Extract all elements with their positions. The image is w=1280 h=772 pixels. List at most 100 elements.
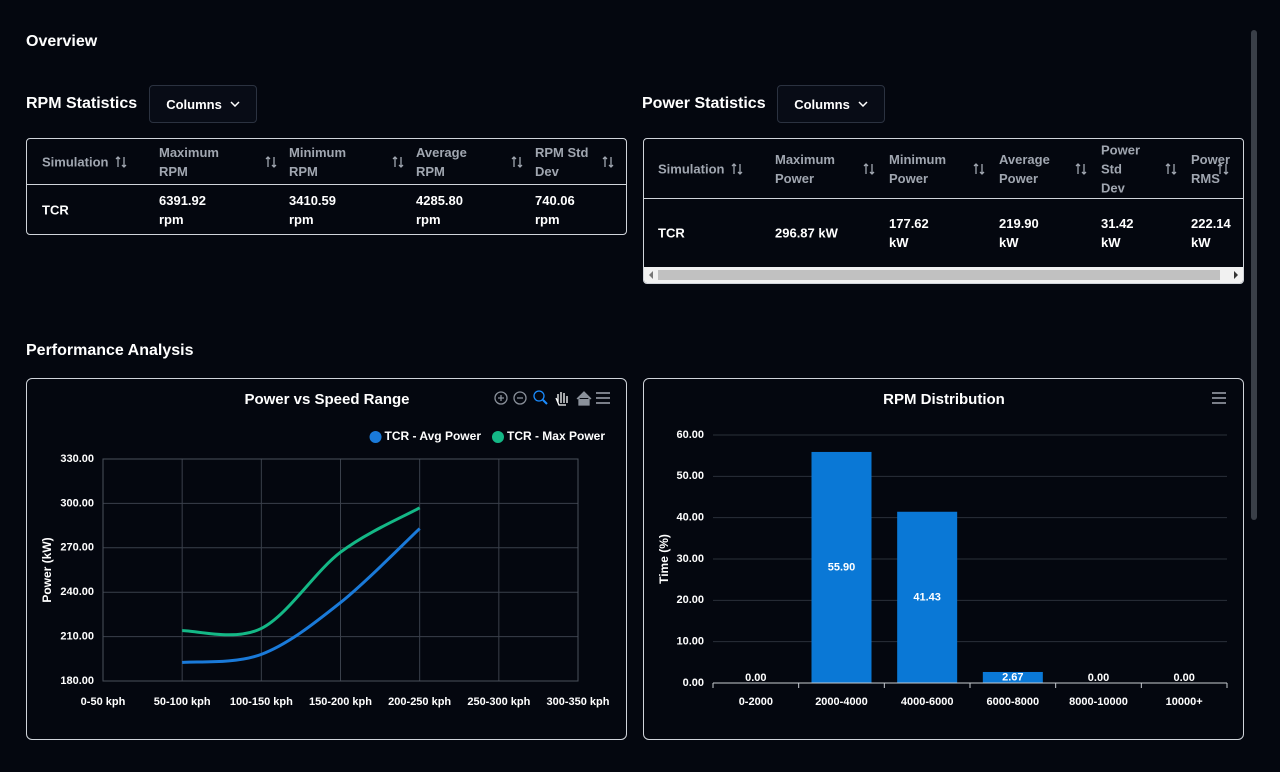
- column-header: Minimum Power: [889, 152, 947, 186]
- chart-panel: Power vs Speed Range 180.00 210.00 240.00 27…: [26, 378, 627, 740]
- y-axis-title: Power (kW): [40, 537, 54, 602]
- x-tick-label: 0-2000: [739, 696, 773, 708]
- y-tick-label: 0.00: [683, 677, 704, 689]
- x-tick-label: 0-50 kph: [81, 696, 126, 708]
- table-title: RPM Statistics: [26, 95, 138, 112]
- menu[interactable]: [1212, 392, 1226, 404]
- y-tick-label: 180.00: [60, 675, 94, 687]
- button-label: Columns: [794, 96, 850, 112]
- x-tick-label: 150-200 kph: [309, 696, 372, 708]
- x-tick-label: 200-250 kph: [388, 696, 451, 708]
- column-header: Average Power: [999, 152, 1050, 186]
- scroll-thumb[interactable]: [658, 270, 1220, 280]
- column-header: Simulation: [658, 161, 725, 177]
- y-axis-title: Time (%): [657, 534, 671, 584]
- column-header: Maximum RPM: [159, 145, 219, 179]
- table-cell: 3410.59 rpm: [289, 192, 336, 227]
- table-cell: 177.62 kW: [889, 216, 929, 250]
- h-scrollbar[interactable]: [644, 267, 1243, 283]
- y-tick-label: 240.00: [60, 586, 94, 598]
- y-tick-label: 60.00: [676, 429, 704, 441]
- sort-icon[interactable]: [973, 163, 985, 175]
- y-tick-label: 300.00: [60, 497, 94, 509]
- bar: [811, 451, 872, 683]
- chart: RPM Distribution 0.00 10.00 20.00 30.00 40.00…: [657, 391, 1228, 708]
- legend-marker: [491, 431, 504, 443]
- table-cell: 296.87 kW: [775, 225, 838, 241]
- x-tick-label: 8000-10000: [1069, 696, 1128, 708]
- y-tick-label: 330.00: [60, 453, 94, 465]
- chevron: [858, 101, 868, 107]
- x-tick-label: 4000-6000: [901, 696, 954, 708]
- chart-title: RPM Distribution: [883, 391, 1005, 408]
- bar: [897, 511, 958, 683]
- column-header: Power RMS: [1191, 152, 1231, 186]
- sort-icon[interactable]: [392, 156, 404, 168]
- sort-icon[interactable]: [1217, 163, 1229, 175]
- column-header: Simulation: [42, 154, 109, 170]
- page-title: Overview: [26, 33, 98, 50]
- data-label: 0.00: [1173, 672, 1194, 684]
- data-label: 2.67: [1002, 671, 1023, 683]
- menu[interactable]: [596, 392, 610, 404]
- y-tick-label: 50.00: [676, 470, 704, 482]
- table-cell: TCR: [42, 202, 69, 217]
- chart: Power vs Speed Range 180.00 210.00 240.00 27…: [40, 390, 610, 708]
- y-tick-label: 20.00: [676, 594, 704, 606]
- sort-icon[interactable]: [731, 163, 743, 175]
- table-cell: 219.90 kW: [999, 216, 1039, 250]
- pan[interactable]: [555, 392, 568, 406]
- v-scrollbar[interactable]: [1251, 30, 1257, 520]
- x-tick-label: 300-350 kph: [547, 696, 610, 708]
- table-cell: 222.14 kW: [1191, 216, 1231, 250]
- legend-label: TCR - Max Power: [507, 429, 605, 443]
- table-cell: 740.06 rpm: [535, 192, 575, 227]
- sort-icon[interactable]: [511, 156, 523, 168]
- toolbar: [494, 390, 610, 406]
- zoom-out[interactable]: [513, 391, 527, 405]
- x-tick-label: 10000+: [1166, 696, 1203, 708]
- plot-border: [102, 458, 579, 682]
- reset[interactable]: [576, 391, 592, 406]
- data-label: 55.90: [828, 561, 856, 573]
- table-cell: 31.42 kW: [1101, 216, 1134, 250]
- rpm-table: Simulation Maximum RPM Minimum RPM Average …: [26, 138, 627, 235]
- sort-icon[interactable]: [1165, 163, 1177, 175]
- column-header: Power Std Dev: [1101, 142, 1141, 196]
- y-tick-label: 270.00: [60, 542, 94, 554]
- sort-icon[interactable]: [863, 163, 875, 175]
- zoom-select[interactable]: [533, 390, 545, 402]
- y-tick-label: 10.00: [676, 636, 704, 648]
- header-row: [27, 139, 626, 185]
- x-tick-label: 2000-4000: [815, 696, 868, 708]
- table-title: Power Statistics: [642, 95, 766, 112]
- columns-button[interactable]: Columns: [777, 85, 885, 123]
- y-tick-label: 210.00: [60, 631, 94, 643]
- sort-icon[interactable]: [265, 156, 277, 168]
- scroll-left[interactable]: [648, 271, 654, 279]
- header-row: [644, 139, 1243, 199]
- data-label: 0.00: [745, 672, 766, 684]
- x-tick-label: 250-300 kph: [467, 696, 530, 708]
- scroll-right[interactable]: [1233, 271, 1239, 279]
- columns-button[interactable]: Columns: [149, 85, 257, 123]
- x-tick-label: 6000-8000: [987, 696, 1040, 708]
- legend-label: TCR - Avg Power: [385, 429, 482, 443]
- column-header: Minimum RPM: [289, 145, 347, 179]
- legend-marker: [369, 431, 382, 443]
- table-cell: 6391.92 rpm: [159, 192, 206, 227]
- sort-icon[interactable]: [602, 156, 614, 168]
- y-tick-label: 30.00: [676, 553, 704, 565]
- bar: [982, 671, 1043, 683]
- chart-panel: RPM Distribution 0.00 10.00 20.00 30.00 40.00…: [643, 378, 1244, 740]
- y-tick-label: 40.00: [676, 512, 704, 524]
- sort-icon[interactable]: [115, 156, 127, 168]
- power-table: Simulation Maximum Power Minimum Power Aver…: [643, 138, 1244, 284]
- table-cell: TCR: [658, 225, 685, 241]
- series-line: [182, 527, 421, 664]
- sort-icon[interactable]: [1075, 163, 1087, 175]
- data-label: 0.00: [1088, 672, 1109, 684]
- button-label: Columns: [166, 96, 222, 112]
- zoom-in[interactable]: [494, 391, 508, 405]
